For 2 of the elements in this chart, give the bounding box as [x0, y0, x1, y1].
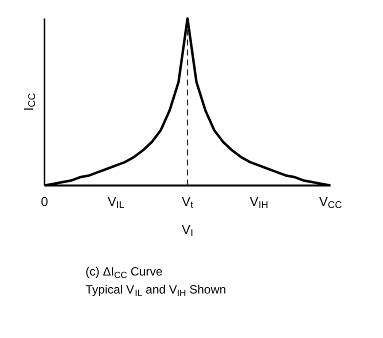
- y-axis-title: ICC: [21, 93, 38, 111]
- x-tick-label: 0: [40, 194, 48, 209]
